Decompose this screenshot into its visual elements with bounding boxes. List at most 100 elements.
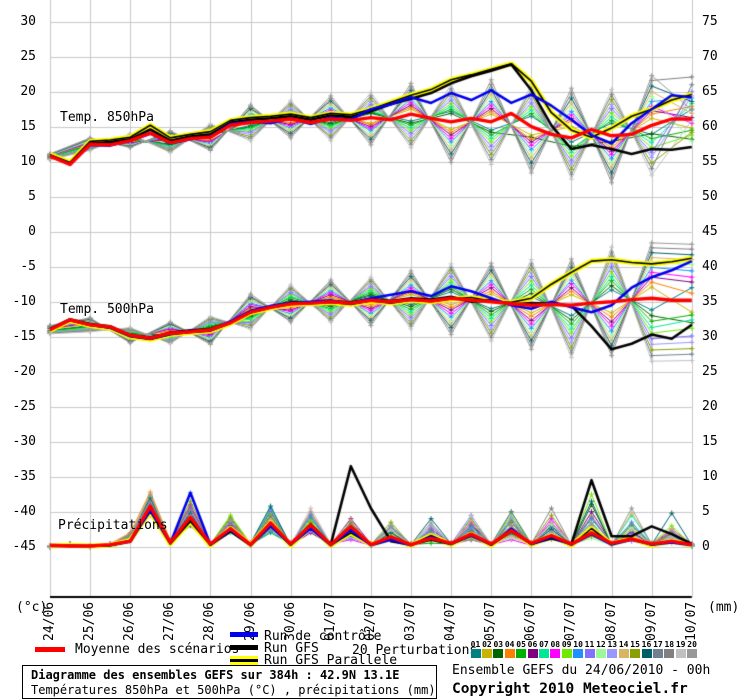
y-right-tick: 20 bbox=[702, 398, 718, 414]
perturbation-color-square bbox=[550, 649, 561, 658]
diagram-title: Diagramme des ensembles GEFS sur 384h : … bbox=[31, 668, 400, 682]
panel-label-precip: Précipitations bbox=[58, 518, 168, 533]
panel-label-temp850: Temp. 850hPa bbox=[60, 110, 154, 125]
x-axis-date-label: 26/06 bbox=[122, 601, 138, 641]
perturbation-color-square bbox=[652, 649, 663, 658]
legend-perturbations-label: 20 Perturbations bbox=[352, 643, 478, 658]
perturbation-number: 03 bbox=[493, 640, 504, 649]
x-axis-date-label: 06/07 bbox=[523, 601, 539, 641]
perturbation-color-square bbox=[664, 649, 675, 658]
perturbation-color-square bbox=[607, 649, 618, 658]
perturbation-color-square bbox=[618, 649, 629, 658]
control-line-swatch bbox=[230, 632, 258, 637]
legend-control-label: Run de contrôle bbox=[264, 629, 382, 644]
y-right-tick: 65 bbox=[702, 83, 718, 99]
perturbation-number: 01 bbox=[470, 640, 481, 649]
y-right-tick: 70 bbox=[702, 48, 718, 64]
y-left-tick: -15 bbox=[12, 328, 36, 344]
gfs-line-swatch bbox=[230, 645, 258, 650]
perturbation-color-square bbox=[675, 649, 686, 658]
perturbation-number: 14 bbox=[618, 640, 629, 649]
perturbation-color-square bbox=[493, 649, 504, 658]
y-left-tick: -30 bbox=[12, 433, 36, 449]
perturbation-number: 15 bbox=[630, 640, 640, 649]
perturbation-number: 17 bbox=[653, 640, 663, 649]
perturbation-color-square bbox=[527, 649, 538, 658]
perturbation-number: 02 bbox=[482, 640, 492, 649]
perturbation-number: 18 bbox=[664, 640, 675, 649]
perturbation-number: 08 bbox=[550, 640, 561, 649]
mean-line-swatch bbox=[35, 647, 65, 652]
x-axis-date-label: 07/07 bbox=[563, 601, 579, 641]
perturbation-color-square bbox=[481, 649, 492, 658]
x-axis-date-label: 05/07 bbox=[483, 601, 499, 641]
y-left-tick: -45 bbox=[12, 538, 36, 554]
y-left-tick: -35 bbox=[12, 468, 36, 484]
perturbation-number: 19 bbox=[675, 640, 686, 649]
copyright-text: Copyright 2010 Meteociel.fr bbox=[452, 681, 688, 697]
x-axis-date-label: 03/07 bbox=[403, 601, 418, 641]
y-right-tick: 60 bbox=[702, 118, 718, 134]
legend-parallel-label: Run GFS Parallele bbox=[264, 653, 398, 668]
y-left-tick: 30 bbox=[20, 13, 36, 29]
y-left-tick: 0 bbox=[28, 223, 36, 239]
y-right-tick: 25 bbox=[702, 363, 718, 379]
diagram-title-box: Diagramme des ensembles GEFS sur 384h : … bbox=[22, 665, 437, 699]
perturbation-number: 11 bbox=[584, 640, 595, 649]
perturbation-color-square bbox=[538, 649, 549, 658]
y-right-tick: 0 bbox=[702, 538, 710, 554]
y-left-tick: -5 bbox=[20, 258, 36, 274]
perturbation-color-square bbox=[630, 649, 641, 658]
y-left-tick: -25 bbox=[12, 398, 36, 414]
perturbation-number: 04 bbox=[504, 640, 515, 649]
perturbation-number: 20 bbox=[687, 640, 697, 649]
panel-label-temp500: Temp. 500hPa bbox=[60, 302, 154, 317]
y-left-tick: -40 bbox=[12, 503, 36, 519]
x-axis-date-label: 28/06 bbox=[202, 601, 218, 641]
left-axis-unit-label: (°c) bbox=[16, 600, 48, 615]
perturbation-color-square bbox=[470, 649, 481, 658]
perturbation-number: 10 bbox=[573, 640, 583, 649]
x-axis-date-label: 25/06 bbox=[82, 601, 98, 641]
x-axis-date-label: 10/07 bbox=[683, 601, 699, 641]
legend-mean-label: Moyenne des scénarios bbox=[75, 642, 240, 657]
perturbation-number: 12 bbox=[596, 640, 606, 649]
perturbation-number: 09 bbox=[561, 640, 572, 649]
y-right-tick: 55 bbox=[702, 153, 718, 169]
y-right-tick: 15 bbox=[702, 433, 718, 449]
y-left-tick: 5 bbox=[28, 188, 36, 204]
y-right-tick: 35 bbox=[702, 293, 718, 309]
y-right-tick: 50 bbox=[702, 188, 718, 204]
perturbation-number: 07 bbox=[539, 640, 549, 649]
y-left-tick: 10 bbox=[20, 153, 36, 169]
y-right-tick: 30 bbox=[702, 328, 718, 344]
y-left-tick: -10 bbox=[12, 293, 36, 309]
legend-gfs-label: Run GFS bbox=[264, 641, 319, 656]
right-axis-unit-label: (mm) bbox=[708, 600, 740, 615]
y-right-tick: 10 bbox=[702, 468, 718, 484]
perturbation-number: 13 bbox=[607, 640, 618, 649]
x-axis-date-label: 04/07 bbox=[443, 601, 459, 641]
perturbation-color-square bbox=[516, 649, 527, 658]
perturbation-number: 05 bbox=[516, 640, 526, 649]
x-axis-date-label: 08/07 bbox=[603, 601, 619, 641]
perturbation-color-strip: 01 02 03 04 05 06 07 08 09 10 11 12 13 14 15 16 17 18 19 20 bbox=[470, 640, 698, 658]
y-right-tick: 40 bbox=[702, 258, 718, 274]
x-axis-date-label: 27/06 bbox=[162, 601, 178, 641]
perturbation-color-square bbox=[641, 649, 652, 658]
y-left-tick: 15 bbox=[20, 118, 36, 134]
perturbation-color-square bbox=[504, 649, 515, 658]
perturbation-color-square bbox=[573, 649, 584, 658]
gfs-parallel-line-swatch bbox=[230, 656, 258, 665]
run-info-text: Ensemble GEFS du 24/06/2010 - 00h bbox=[452, 663, 711, 678]
perturbation-number: 06 bbox=[527, 640, 538, 649]
perturbation-color-square bbox=[595, 649, 606, 658]
diagram-subtitle: Températures 850hPa et 500hPa (°C) , pré… bbox=[31, 683, 436, 697]
y-right-tick: 5 bbox=[702, 503, 710, 519]
y-left-tick: -20 bbox=[12, 363, 36, 379]
perturbation-color-square bbox=[561, 649, 572, 658]
y-left-tick: 25 bbox=[20, 48, 36, 64]
perturbation-number: 16 bbox=[641, 640, 652, 649]
